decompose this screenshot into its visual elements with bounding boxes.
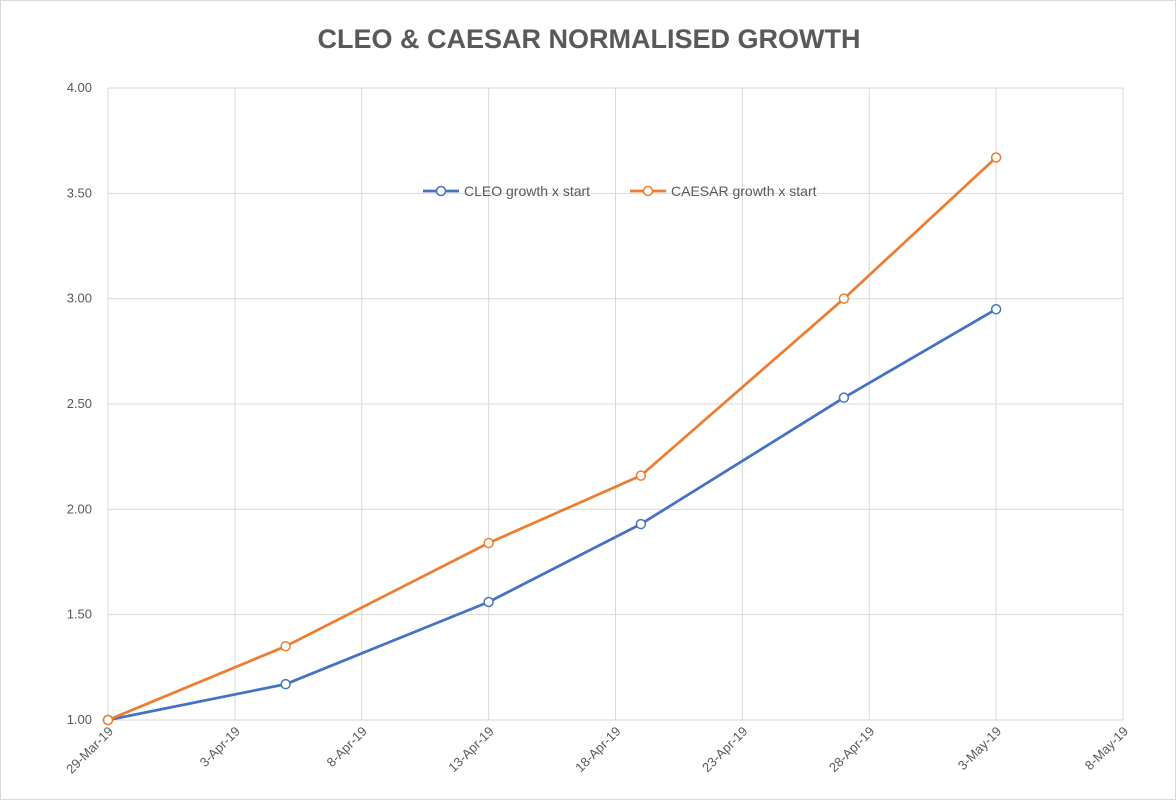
x-tick-label: 8-May-19 <box>1082 724 1131 773</box>
data-point <box>635 518 647 530</box>
data-point <box>483 596 494 608</box>
y-tick-label: 3.50 <box>67 185 92 200</box>
chart-title: CLEO & CAESAR NORMALISED GROWTH <box>318 24 861 54</box>
data-point <box>280 641 291 652</box>
y-tick-label: 3.00 <box>67 291 92 306</box>
data-point <box>838 293 850 304</box>
x-tick-label: 29-Mar-19 <box>63 724 116 777</box>
legend-label: CAESAR growth x start <box>671 183 817 199</box>
y-tick-label: 2.50 <box>67 396 92 411</box>
x-tick-label: 23-Apr-19 <box>699 724 750 775</box>
legend-marker <box>435 185 447 197</box>
data-point <box>990 152 1002 163</box>
data-point <box>838 392 850 403</box>
x-tick-label: 3-May-19 <box>955 724 1004 773</box>
series-line <box>106 156 998 722</box>
data-point <box>990 303 1002 315</box>
x-tick-label: 28-Apr-19 <box>826 724 877 775</box>
y-tick-label: 2.00 <box>67 501 92 516</box>
legend-label: CLEO growth x start <box>464 183 590 199</box>
x-tick-label: 3-Apr-19 <box>197 724 243 770</box>
gridlines <box>107 87 1124 721</box>
data-point <box>635 470 647 481</box>
series-lines <box>102 152 1002 726</box>
data-point <box>483 537 494 549</box>
y-tick-label: 1.00 <box>67 712 92 727</box>
x-tick-label: 8-Apr-19 <box>324 724 370 770</box>
x-tick-label: 13-Apr-19 <box>445 724 496 775</box>
x-tick-label: 18-Apr-19 <box>572 724 623 775</box>
y-tick-label: 1.50 <box>67 607 92 622</box>
series-line <box>106 307 998 722</box>
legend: CLEO growth x start CAESAR growth x start <box>423 183 817 199</box>
data-point <box>280 678 291 690</box>
data-point <box>102 714 114 726</box>
y-tick-label: 4.00 <box>67 80 92 95</box>
legend-marker <box>642 185 654 197</box>
